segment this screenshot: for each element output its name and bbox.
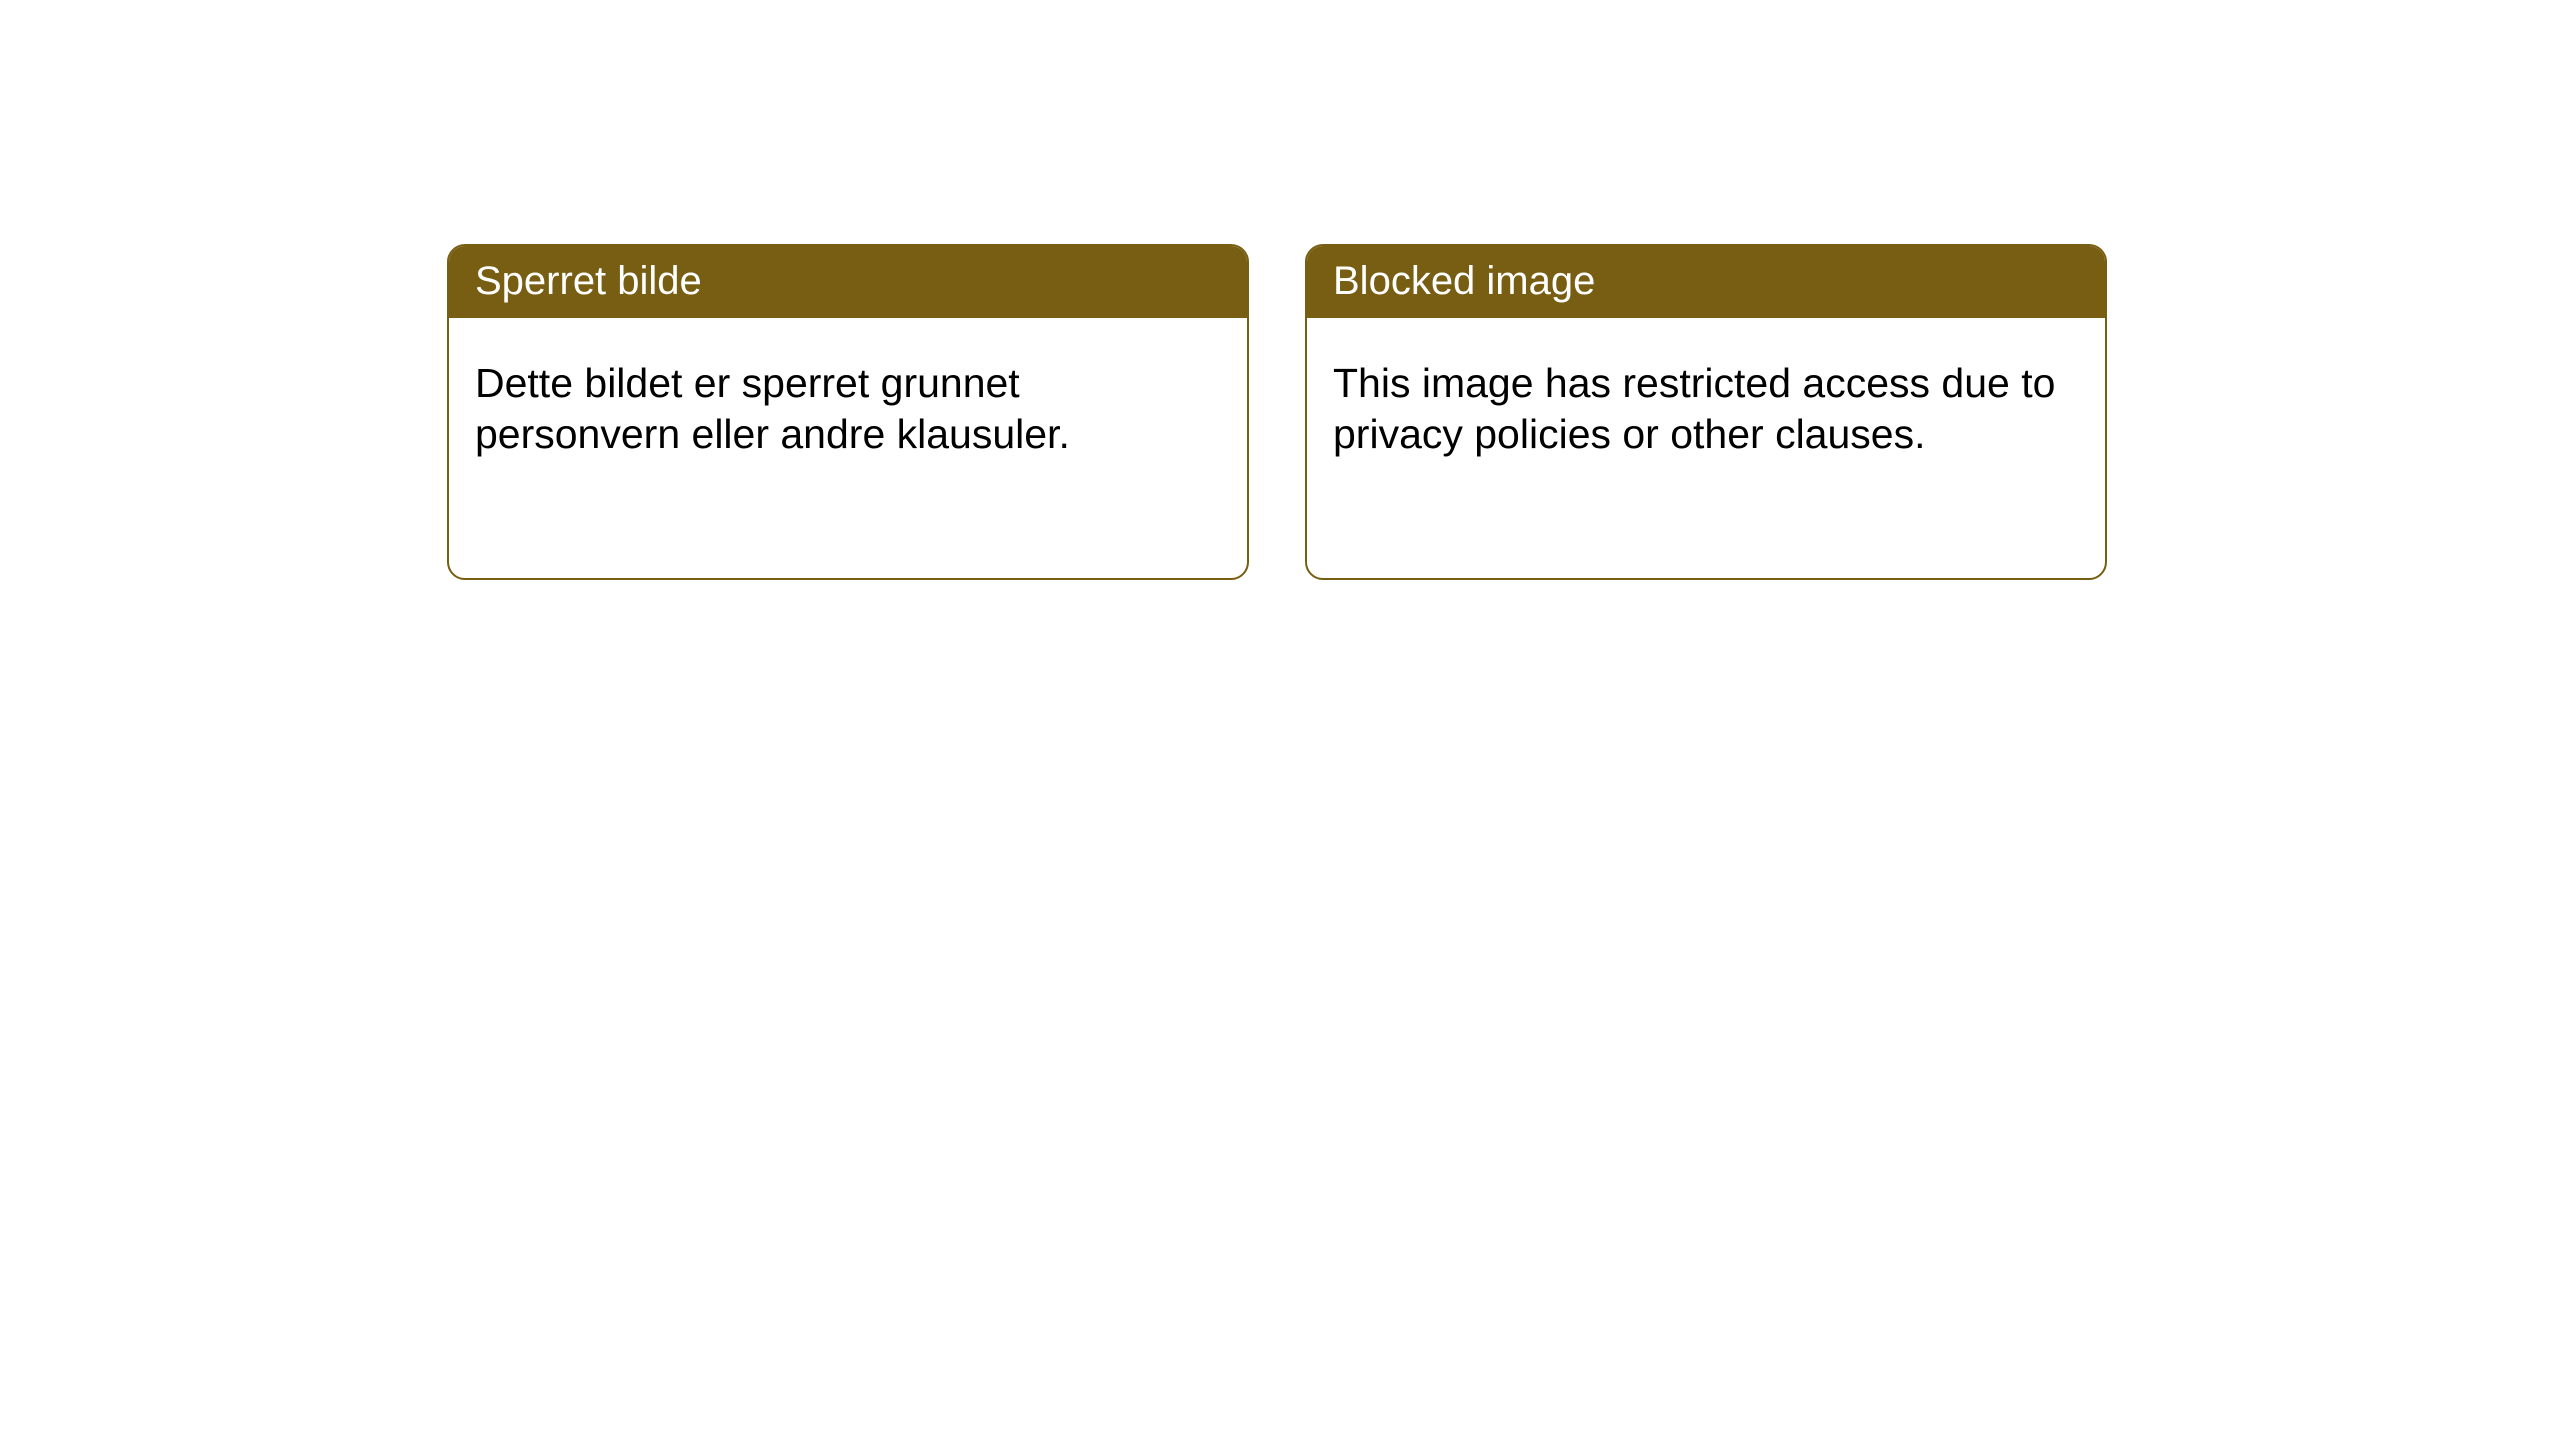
card-body-no: Dette bildet er sperret grunnet personve… [449,318,1247,487]
blocked-image-card-no: Sperret bilde Dette bildet er sperret gr… [447,244,1249,580]
blocked-image-card-en: Blocked image This image has restricted … [1305,244,2107,580]
card-body-en: This image has restricted access due to … [1307,318,2105,487]
cards-container: Sperret bilde Dette bildet er sperret gr… [0,0,2560,580]
card-title-no: Sperret bilde [449,246,1247,318]
card-title-en: Blocked image [1307,246,2105,318]
